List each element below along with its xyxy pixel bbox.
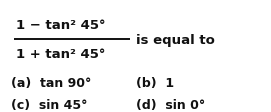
Text: (b)  1: (b) 1 — [136, 76, 174, 89]
Text: (a)  tan 90°: (a) tan 90° — [11, 76, 91, 89]
Text: 1 + tan² 45°: 1 + tan² 45° — [16, 47, 106, 60]
Text: is equal to: is equal to — [136, 33, 214, 46]
Text: (c)  sin 45°: (c) sin 45° — [11, 98, 87, 111]
Text: (d)  sin 0°: (d) sin 0° — [136, 98, 205, 111]
Text: 1 − tan² 45°: 1 − tan² 45° — [16, 19, 106, 32]
